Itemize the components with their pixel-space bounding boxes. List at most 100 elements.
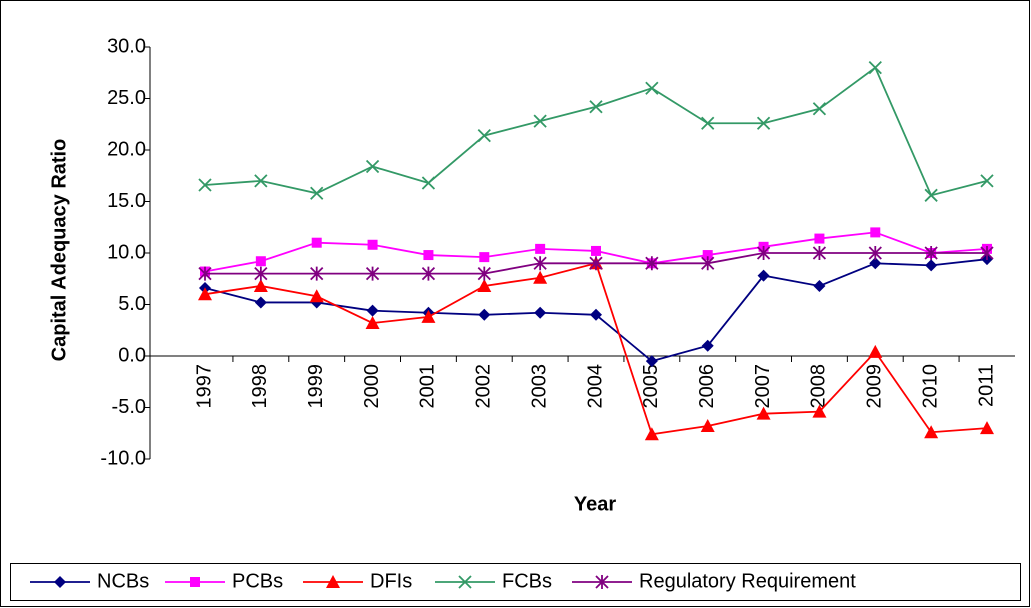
marker xyxy=(868,60,882,75)
x-tick-label: 2005 xyxy=(640,364,662,409)
marker xyxy=(421,309,436,323)
marker xyxy=(812,246,827,260)
marker xyxy=(367,239,378,250)
marker xyxy=(310,266,324,281)
marker xyxy=(534,306,547,319)
marker xyxy=(701,339,714,352)
y-tick-label: -5.0 xyxy=(112,396,146,418)
x-tick-label: 2001 xyxy=(417,364,439,409)
marker xyxy=(924,188,938,202)
marker xyxy=(421,176,436,190)
marker xyxy=(533,256,547,271)
y-tick-label: 20.0 xyxy=(107,138,146,160)
x-tick-label: 2003 xyxy=(528,364,550,409)
marker xyxy=(198,287,212,301)
marker xyxy=(645,256,659,271)
x-tick-label: 2011 xyxy=(975,364,997,407)
marker xyxy=(756,406,771,420)
x-tick-label: 2006 xyxy=(696,364,718,409)
marker xyxy=(812,102,827,116)
marker xyxy=(366,304,379,317)
marker xyxy=(253,278,268,292)
marker xyxy=(980,421,994,435)
marker xyxy=(869,257,882,270)
marker xyxy=(477,278,492,292)
y-axis-title: Capital Adequacy Ratio xyxy=(48,139,70,362)
y-tick-label: 30.0 xyxy=(107,35,146,57)
marker xyxy=(533,114,547,128)
y-tick-label: -10.0 xyxy=(100,447,146,469)
marker xyxy=(701,256,715,271)
y-tick-label: 10.0 xyxy=(107,241,146,263)
x-tick-label: 1998 xyxy=(249,364,271,409)
x-tick-label: 2009 xyxy=(864,364,886,409)
marker xyxy=(198,266,212,281)
marker xyxy=(254,296,267,309)
marker xyxy=(326,575,340,588)
marker xyxy=(478,308,491,321)
marker xyxy=(925,259,938,272)
marker xyxy=(477,128,491,143)
x-axis-title: Year xyxy=(574,493,616,515)
marker xyxy=(365,159,380,174)
marker xyxy=(190,577,200,587)
marker xyxy=(589,256,603,271)
marker xyxy=(924,246,938,260)
marker xyxy=(458,575,472,589)
marker xyxy=(591,245,601,256)
marker xyxy=(198,178,212,192)
marker xyxy=(701,116,715,130)
marker xyxy=(589,100,603,114)
y-tick-label: 15.0 xyxy=(107,190,146,212)
marker xyxy=(479,252,490,263)
marker xyxy=(813,279,826,292)
marker xyxy=(812,404,827,418)
y-tick-label: 5.0 xyxy=(118,293,146,315)
marker xyxy=(590,308,602,321)
marker xyxy=(645,81,659,95)
y-tick-label: 25.0 xyxy=(107,87,146,109)
x-tick-label: 1999 xyxy=(305,364,327,409)
marker xyxy=(423,250,434,261)
x-tick-label: 2008 xyxy=(808,364,830,409)
marker xyxy=(756,116,771,130)
marker xyxy=(645,355,658,368)
x-tick-label: 2004 xyxy=(584,364,606,409)
marker xyxy=(421,266,436,281)
marker xyxy=(365,316,380,330)
marker xyxy=(595,575,609,589)
marker xyxy=(757,269,770,282)
marker xyxy=(533,270,548,284)
marker xyxy=(365,266,380,281)
marker xyxy=(980,174,994,188)
marker xyxy=(535,243,546,254)
y-tick-label: 0.0 xyxy=(118,344,146,366)
legend-label: PCBs xyxy=(232,570,283,592)
marker xyxy=(309,289,324,303)
legend-label: NCBs xyxy=(97,570,149,592)
marker xyxy=(756,246,771,260)
legend-label: DFIs xyxy=(370,570,412,592)
x-tick-label: 1997 xyxy=(193,364,215,409)
x-tick-label: 2007 xyxy=(752,364,774,409)
marker xyxy=(868,246,882,260)
x-tick-label: 2002 xyxy=(473,364,495,409)
marker xyxy=(924,425,939,439)
marker xyxy=(254,266,268,281)
marker xyxy=(870,227,881,238)
legend-label: FCBs xyxy=(502,570,552,592)
marker xyxy=(254,174,268,188)
marker xyxy=(644,427,659,441)
marker xyxy=(868,344,883,358)
marker xyxy=(477,266,491,281)
marker xyxy=(310,186,324,200)
marker xyxy=(700,419,715,433)
legend-label: Regulatory Requirement xyxy=(639,570,856,592)
marker xyxy=(54,576,66,588)
marker xyxy=(814,233,825,244)
marker xyxy=(255,256,266,267)
x-tick-label: 2010 xyxy=(919,364,941,409)
marker xyxy=(702,250,713,261)
